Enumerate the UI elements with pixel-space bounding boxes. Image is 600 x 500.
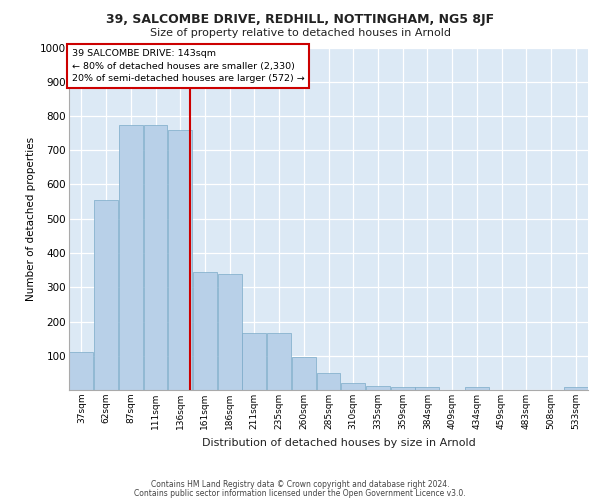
Bar [415, 388, 439, 390]
Bar [168, 130, 192, 390]
Bar [193, 272, 217, 390]
Bar [70, 352, 94, 390]
Bar [366, 386, 390, 390]
Bar [218, 274, 242, 390]
Bar [465, 388, 489, 390]
Bar [563, 388, 587, 390]
Y-axis label: Number of detached properties: Number of detached properties [26, 136, 36, 301]
Bar [94, 200, 118, 390]
Text: Contains HM Land Registry data © Crown copyright and database right 2024.: Contains HM Land Registry data © Crown c… [151, 480, 449, 489]
Bar [292, 358, 316, 390]
Bar [267, 334, 291, 390]
Text: Contains public sector information licensed under the Open Government Licence v3: Contains public sector information licen… [134, 488, 466, 498]
Bar [143, 124, 167, 390]
Bar [391, 386, 415, 390]
Text: Distribution of detached houses by size in Arnold: Distribution of detached houses by size … [202, 438, 476, 448]
Text: 39, SALCOMBE DRIVE, REDHILL, NOTTINGHAM, NG5 8JF: 39, SALCOMBE DRIVE, REDHILL, NOTTINGHAM,… [106, 12, 494, 26]
Bar [119, 124, 143, 390]
Text: Size of property relative to detached houses in Arnold: Size of property relative to detached ho… [149, 28, 451, 38]
Bar [341, 383, 365, 390]
Text: 39 SALCOMBE DRIVE: 143sqm
← 80% of detached houses are smaller (2,330)
20% of se: 39 SALCOMBE DRIVE: 143sqm ← 80% of detac… [71, 49, 304, 83]
Bar [242, 334, 266, 390]
Bar [317, 373, 340, 390]
